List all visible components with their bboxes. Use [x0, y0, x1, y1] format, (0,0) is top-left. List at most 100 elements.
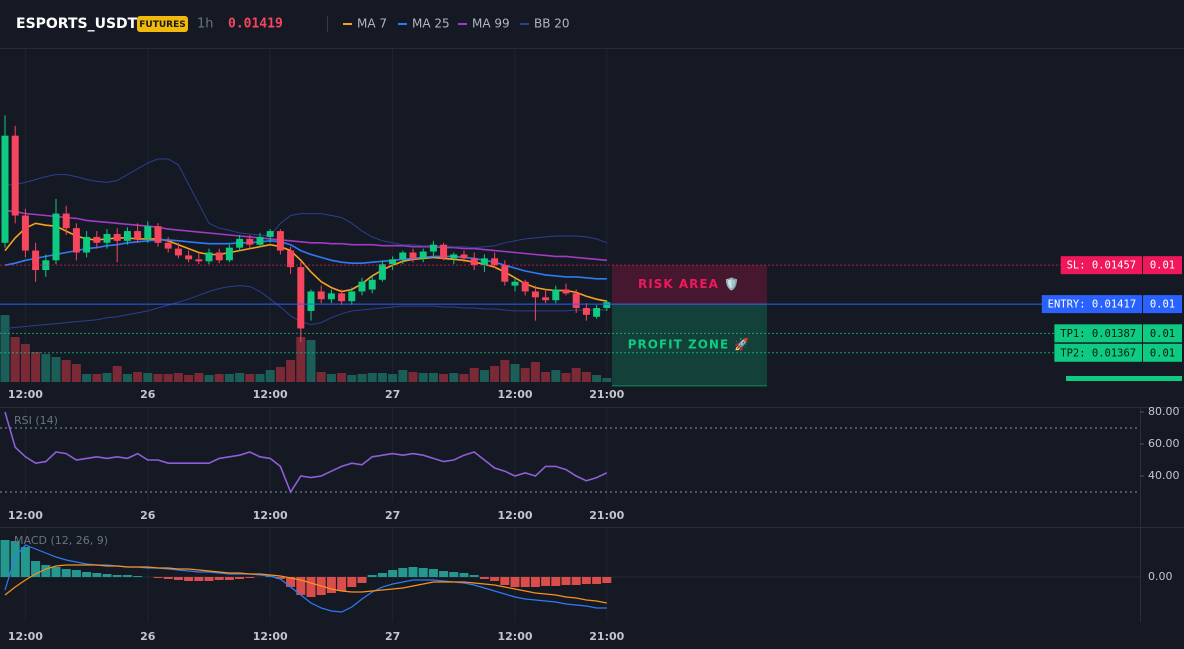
y-tick-label: 0.00: [1148, 570, 1173, 583]
candle-body: [123, 231, 131, 241]
rsi-line: [4, 411, 608, 494]
histogram-bar: [377, 573, 387, 577]
candle-body: [582, 308, 590, 315]
legend-label: MA 99: [472, 17, 510, 31]
volume-bar: [561, 373, 571, 382]
pane-title: MACD (12, 26, 9): [14, 534, 108, 547]
volume-bar: [347, 375, 357, 382]
zone: [612, 265, 767, 305]
position-bar: [1066, 376, 1182, 381]
volume-bar: [61, 360, 71, 382]
candle-body: [327, 293, 335, 300]
volume-bar: [541, 372, 551, 382]
histogram-bar: [367, 575, 377, 577]
histogram-bar: [61, 569, 71, 577]
overlay-line: [4, 285, 607, 329]
candle-body: [409, 252, 417, 259]
candle-body: [358, 281, 366, 292]
volume-bar: [41, 354, 51, 382]
candle-body: [531, 291, 539, 298]
histogram-bar: [204, 577, 214, 581]
volume-bar: [286, 360, 296, 382]
x-tick-label: 12:00: [8, 509, 43, 522]
volume-bar: [163, 374, 173, 382]
volume-bar: [388, 374, 398, 382]
candle-body: [593, 308, 601, 317]
histogram-bar: [122, 575, 132, 577]
volume-bar: [194, 373, 204, 382]
volume-bar: [490, 366, 500, 382]
candle-body: [603, 302, 611, 309]
histogram-bar: [602, 577, 612, 583]
candle-body: [256, 236, 264, 245]
volume-bar: [20, 344, 30, 382]
histogram-bar: [163, 577, 173, 579]
level-label: TP2: 0.01367: [1060, 347, 1136, 359]
volume-bar: [459, 374, 469, 382]
candle-body: [195, 259, 203, 262]
overlay-line: [4, 158, 607, 249]
histogram-bar: [20, 547, 30, 577]
histogram-bar: [326, 577, 336, 593]
level-qty: 0.01: [1150, 328, 1175, 340]
level-qty-tag: [1143, 343, 1182, 362]
level-tag: [1054, 324, 1142, 343]
histogram-bar: [31, 561, 41, 577]
histogram-bar: [112, 575, 122, 577]
volume-bar: [357, 374, 367, 382]
x-tick-label: 12:00: [497, 509, 532, 522]
histogram-bar: [530, 577, 540, 587]
x-tick-label: 12:00: [8, 630, 43, 643]
volume-bar: [245, 374, 255, 382]
candle-body: [419, 251, 427, 259]
histogram-bar: [520, 577, 530, 587]
volume-bar: [428, 373, 438, 382]
candle-body: [205, 252, 213, 262]
x-tick-label: 26: [140, 509, 156, 522]
candle-body: [552, 289, 560, 301]
volume-bar: [143, 373, 153, 382]
candle-body: [348, 291, 356, 302]
level-label: SL: 0.01457: [1067, 260, 1137, 272]
candle-body: [572, 293, 580, 309]
x-tick-label: 12:00: [497, 388, 532, 401]
volume-bar: [10, 337, 20, 382]
candle-body: [429, 244, 437, 252]
candle-body: [62, 213, 70, 229]
candle-body: [450, 254, 458, 259]
histogram-bar: [418, 568, 428, 577]
badge-bg: [137, 16, 188, 32]
candle-body: [511, 281, 519, 286]
histogram-bar: [592, 577, 602, 584]
y-tick-label: 40.00: [1148, 469, 1180, 482]
candle-body: [317, 291, 325, 300]
x-tick-label: 21:00: [589, 388, 624, 401]
candle-body: [174, 248, 182, 256]
candle-body: [134, 231, 142, 239]
candle-body: [72, 228, 80, 253]
level-qty-tag: [1143, 295, 1182, 314]
candle-body: [542, 297, 550, 301]
histogram-bar: [41, 565, 51, 577]
volume-bar: [530, 362, 540, 382]
histogram-bar: [469, 575, 479, 577]
volume-bar: [449, 373, 459, 382]
candle-body: [93, 236, 101, 243]
volume-bar: [255, 374, 265, 382]
volume-bar: [31, 352, 41, 382]
volume-bar: [224, 374, 234, 382]
histogram-bar: [571, 577, 581, 585]
histogram-bar: [173, 577, 183, 580]
level-qty: 0.01: [1150, 260, 1175, 272]
candle-body: [236, 238, 244, 248]
candle-body: [276, 231, 284, 251]
volume-bar: [551, 370, 561, 382]
volume-bar: [296, 337, 306, 382]
histogram-bar: [408, 567, 418, 577]
histogram-bar: [296, 577, 306, 595]
volume-bar: [51, 357, 61, 382]
candle-body: [470, 258, 478, 266]
candle-body: [113, 234, 121, 241]
candle-body: [1, 135, 9, 243]
histogram-bar: [357, 577, 367, 583]
